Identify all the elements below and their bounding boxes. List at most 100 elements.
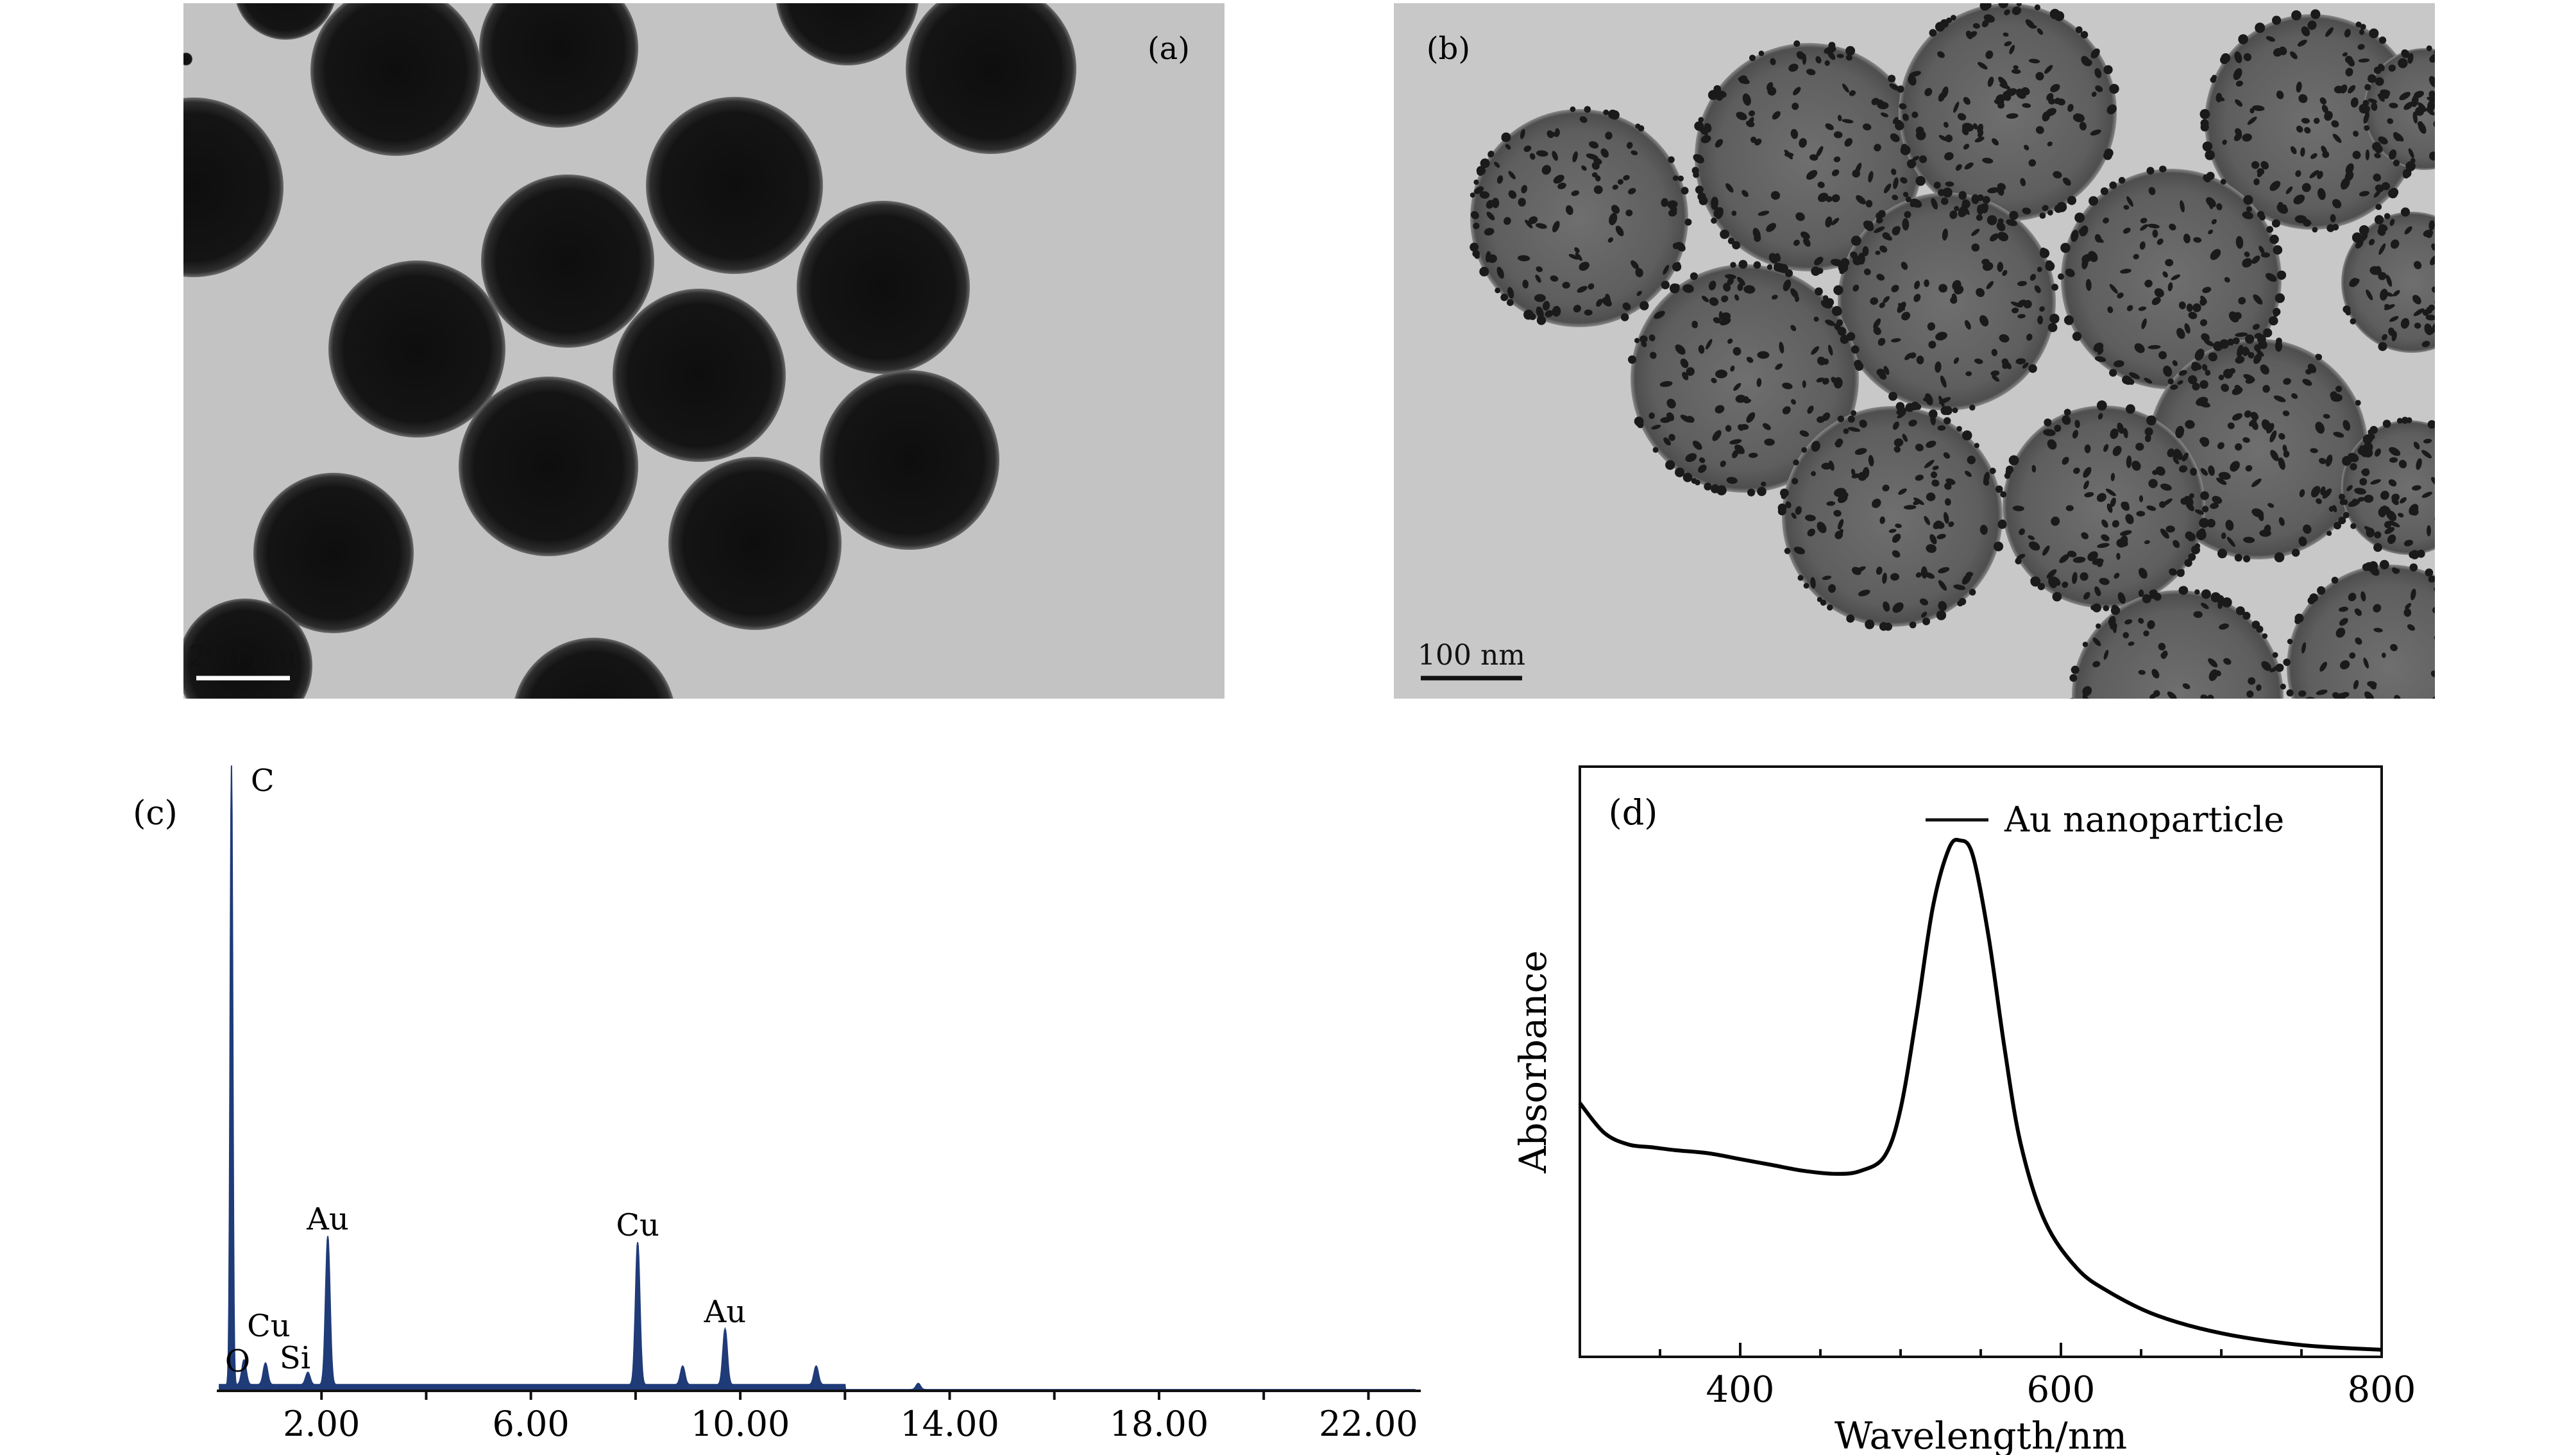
au-nanoparticle-dot bbox=[2278, 517, 2285, 526]
au-nanoparticle-dot bbox=[2310, 153, 2318, 159]
au-nanoparticle-dot bbox=[1735, 395, 1746, 403]
au-nanoparticle-dot bbox=[2168, 379, 2174, 384]
au-nanoparticle-dot bbox=[2406, 724, 2414, 735]
au-nanoparticle-dot bbox=[2222, 139, 2227, 145]
au-nanoparticle-dot bbox=[2194, 589, 2200, 595]
au-nanoparticle-dot bbox=[1850, 251, 1858, 259]
au-nanoparticle-dot bbox=[2348, 85, 2356, 94]
au-nanoparticle-dot bbox=[2187, 375, 2198, 385]
au-nanoparticle-dot bbox=[1993, 541, 2004, 552]
au-nanoparticle-dot bbox=[2360, 591, 2366, 602]
au-nanoparticle-dot bbox=[1945, 181, 1954, 187]
au-nanoparticle-dot bbox=[2016, 3, 2022, 6]
au-nanoparticle-dot bbox=[1940, 375, 1947, 388]
au-nanoparticle-dot bbox=[1782, 406, 1791, 414]
au-nanoparticle-dot bbox=[1932, 465, 1939, 470]
au-nanoparticle-dot bbox=[1809, 154, 1818, 161]
au-nanoparticle-dot bbox=[2225, 520, 2234, 531]
au-nanoparticle-dot bbox=[1479, 191, 1490, 199]
au-nanoparticle-dot bbox=[2205, 370, 2211, 376]
au-nanoparticle-dot bbox=[1965, 371, 1972, 377]
au-nanoparticle-dot bbox=[1856, 195, 1866, 205]
au-nanoparticle-dot bbox=[2199, 518, 2209, 528]
au-nanoparticle-dot bbox=[1945, 134, 1953, 142]
au-nanoparticle-dot bbox=[2184, 323, 2190, 334]
au-nanoparticle-dot bbox=[2407, 744, 2419, 757]
au-nanoparticle-dot bbox=[2220, 178, 2226, 185]
au-nanoparticle-dot bbox=[2196, 532, 2205, 541]
au-nanoparticle-dot bbox=[1807, 405, 1814, 414]
au-nanoparticle-dot bbox=[2283, 658, 2291, 667]
au-nanoparticle-dot bbox=[1782, 382, 1793, 389]
au-nanoparticle-dot bbox=[1737, 277, 1745, 286]
au-nanoparticle-dot bbox=[2430, 255, 2435, 266]
au-nanoparticle-dot bbox=[1620, 313, 1629, 321]
au-nanoparticle-dot bbox=[2425, 568, 2434, 577]
au-nanoparticle-dot bbox=[2124, 619, 2133, 625]
au-nanoparticle-dot bbox=[2153, 736, 2162, 744]
au-nanoparticle-dot bbox=[1804, 515, 1816, 522]
au-nanoparticle-dot bbox=[2378, 272, 2387, 280]
au-nanoparticle-dot bbox=[2427, 420, 2435, 429]
au-nanoparticle-dot bbox=[2006, 219, 2017, 226]
au-nanoparticle-dot bbox=[2350, 97, 2359, 108]
au-nanoparticle-dot bbox=[1994, 99, 2004, 105]
au-nanoparticle-dot bbox=[1600, 148, 1609, 158]
au-nanoparticle-dot bbox=[1989, 233, 1999, 242]
peak-label-cu: Cu bbox=[247, 1308, 291, 1344]
au-nanoparticle-dot bbox=[2332, 133, 2342, 143]
au-nanoparticle-dot bbox=[2450, 434, 2459, 443]
au-nanoparticle-dot bbox=[1779, 341, 1784, 353]
au-nanoparticle-dot bbox=[2423, 719, 2432, 726]
au-nanoparticle-dot bbox=[2325, 27, 2334, 37]
au-nanoparticle-dot bbox=[2252, 105, 2265, 112]
au-nanoparticle-dot bbox=[2344, 28, 2351, 38]
au-nanoparticle-dot bbox=[1954, 206, 1960, 212]
au-nanoparticle-dot bbox=[1831, 217, 1840, 226]
au-nanoparticle-dot bbox=[1641, 341, 1647, 348]
au-nanoparticle-dot bbox=[1936, 610, 1947, 620]
au-nanoparticle-dot bbox=[2449, 683, 2455, 695]
x-tick-label: 10.00 bbox=[691, 1404, 790, 1444]
au-nanoparticle-dot bbox=[2084, 492, 2094, 498]
au-nanoparticle-dot bbox=[1905, 196, 1911, 203]
au-nanoparticle-dot bbox=[1883, 296, 1890, 303]
au-nanoparticle-dot bbox=[2190, 364, 2198, 371]
au-nanoparticle-dot bbox=[2459, 66, 2466, 78]
au-nanoparticle-dot bbox=[2208, 658, 2218, 668]
au-nanoparticle-dot bbox=[1730, 365, 1735, 372]
au-nanoparticle-dot bbox=[1943, 406, 1953, 415]
au-nanoparticle-dot bbox=[2167, 691, 2177, 699]
au-nanoparticle-dot bbox=[2405, 167, 2412, 174]
au-nanoparticle-dot bbox=[2374, 215, 2384, 225]
au-nanoparticle-dot bbox=[2364, 526, 2375, 534]
au-nanoparticle-dot bbox=[2462, 100, 2470, 109]
au-nanoparticle-dot bbox=[1892, 194, 1899, 201]
au-nanoparticle-dot bbox=[2398, 459, 2407, 468]
au-nanoparticle-dot bbox=[1899, 103, 1907, 110]
au-nanoparticle-dot bbox=[2021, 87, 2030, 96]
au-nanoparticle-dot bbox=[2428, 76, 2435, 88]
au-nanoparticle-dot bbox=[1797, 575, 1804, 581]
au-nanoparticle-dot bbox=[2448, 432, 2458, 442]
au-nanoparticle-dot bbox=[1767, 264, 1773, 270]
au-nanoparticle-dot bbox=[2261, 661, 2272, 671]
au-nanoparticle-dot bbox=[2110, 473, 2115, 482]
au-nanoparticle-dot bbox=[2411, 712, 2421, 722]
au-nanoparticle-dot bbox=[1978, 62, 1988, 70]
au-nanoparticle-dot bbox=[2034, 4, 2040, 11]
au-nanoparticle-dot bbox=[2242, 611, 2251, 620]
au-nanoparticle-dot bbox=[2393, 159, 2400, 167]
au-nanoparticle-dot bbox=[1581, 165, 1587, 171]
au-nanoparticle-dot bbox=[1922, 617, 1930, 625]
au-nanoparticle-dot bbox=[2385, 275, 2393, 287]
au-nanoparticle-dot bbox=[2202, 141, 2213, 152]
au-nanoparticle-dot bbox=[1901, 261, 1908, 270]
au-nanoparticle-dot bbox=[2099, 577, 2110, 585]
au-nanoparticle-dot bbox=[2118, 176, 2126, 184]
au-nanoparticle-dot bbox=[1858, 590, 1870, 597]
au-nanoparticle-dot bbox=[2242, 258, 2253, 268]
au-nanoparticle-dot bbox=[2437, 157, 2447, 165]
au-nanoparticle-dot bbox=[2046, 569, 2057, 579]
au-nanoparticle-dot bbox=[1890, 573, 1899, 581]
